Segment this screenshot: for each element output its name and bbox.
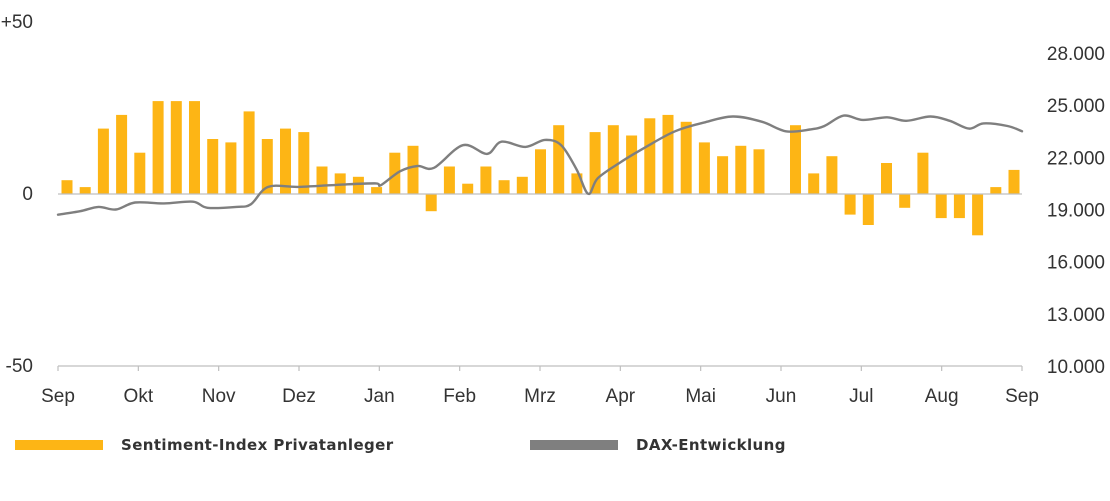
- sentiment-bar: [134, 152, 146, 194]
- sentiment-bar: [680, 121, 692, 194]
- x-tick-label: Okt: [124, 386, 154, 407]
- sentiment-bar: [953, 194, 965, 219]
- sentiment-bar: [917, 152, 929, 194]
- sentiment-bar: [571, 173, 583, 194]
- sentiment-bar: [826, 156, 838, 194]
- sentiment-bar: [61, 180, 73, 194]
- sentiment-bar: [371, 187, 383, 194]
- sentiment-bar: [516, 176, 528, 194]
- sentiment-bar: [626, 135, 638, 194]
- sentiment-bar: [1008, 169, 1020, 194]
- left-tick-label: 0: [22, 184, 33, 205]
- sentiment-bar: [425, 194, 437, 212]
- left-tick-label: +50: [1, 12, 33, 33]
- x-tick-label: Jun: [766, 386, 797, 407]
- sentiment-bar: [170, 101, 182, 194]
- right-tick-label: 28.000: [1047, 44, 1105, 65]
- sentiment-bar: [280, 128, 291, 194]
- sentiment-bar: [298, 132, 310, 194]
- sentiment-bar: [698, 142, 710, 194]
- sentiment-bar: [844, 194, 856, 215]
- x-tick-label: Jul: [849, 386, 873, 407]
- sentiment-bar: [717, 156, 729, 194]
- sentiment-bar: [735, 145, 747, 194]
- legend-dax: DAX-Entwicklung: [530, 436, 786, 454]
- sentiment-bar: [480, 166, 492, 194]
- sentiment-bar: [607, 125, 619, 194]
- sentiment-bar: [243, 111, 255, 194]
- right-tick-label: 16.000: [1047, 253, 1105, 274]
- x-tick-label: Aug: [925, 386, 959, 407]
- sentiment-bar: [443, 166, 455, 194]
- sentiment-bar: [407, 145, 419, 194]
- x-tick-label: Sep: [1005, 386, 1039, 407]
- sentiment-bar: [207, 139, 219, 194]
- sentiment-bar: [225, 142, 237, 194]
- sentiment-bar: [97, 128, 109, 194]
- legend-sentiment-swatch: [15, 440, 103, 450]
- left-tick-label: -50: [6, 356, 33, 377]
- x-tick-label: Apr: [606, 386, 636, 407]
- sentiment-bar: [553, 125, 565, 194]
- sentiment-bar: [116, 114, 128, 194]
- dax-line: [56, 114, 1024, 216]
- right-tick-label: 19.000: [1047, 201, 1105, 222]
- sentiment-bar: [261, 139, 273, 194]
- sentiment-bar: [790, 125, 801, 194]
- x-tick-label: Jan: [364, 386, 395, 407]
- x-tick-label: Mrz: [524, 386, 556, 407]
- x-tick-label: Mai: [685, 386, 716, 407]
- sentiment-bar: [644, 118, 656, 194]
- sentiment-bar: [972, 194, 984, 236]
- sentiment-bar: [662, 114, 674, 194]
- right-tick-label: 22.000: [1047, 148, 1105, 169]
- sentiment-bar: [862, 194, 874, 225]
- legend-sentiment: Sentiment-Index Privatanleger: [15, 436, 394, 454]
- sentiment-bar: [79, 187, 91, 194]
- legend-sentiment-label: Sentiment-Index Privatanleger: [121, 436, 394, 454]
- sentiment-bar: [462, 183, 474, 194]
- sentiment-bar: [498, 180, 510, 194]
- sentiment-bar: [189, 101, 200, 194]
- sentiment-bar: [808, 173, 820, 194]
- legend-dax-swatch: [530, 440, 618, 450]
- x-tick-label: Sep: [41, 386, 75, 407]
- right-tick-label: 13.000: [1047, 305, 1105, 326]
- right-tick-label: 10.000: [1047, 357, 1105, 378]
- legend-dax-label: DAX-Entwicklung: [636, 436, 786, 454]
- x-tick-label: Dez: [282, 386, 316, 407]
- sentiment-bar: [316, 166, 328, 194]
- x-tick-label: Nov: [202, 386, 236, 407]
- sentiment-bar: [352, 176, 364, 194]
- sentiment-bar: [935, 194, 947, 219]
- sentiment-bar: [990, 187, 1002, 194]
- x-tick-label: Feb: [443, 386, 476, 407]
- sentiment-bar: [589, 132, 601, 194]
- sentiment-bar: [535, 149, 546, 194]
- sentiment-bar: [881, 163, 892, 194]
- sentiment-bar: [152, 101, 164, 194]
- right-tick-label: 25.000: [1047, 96, 1105, 117]
- sentiment-bar: [753, 149, 765, 194]
- sentiment-bar: [899, 194, 911, 208]
